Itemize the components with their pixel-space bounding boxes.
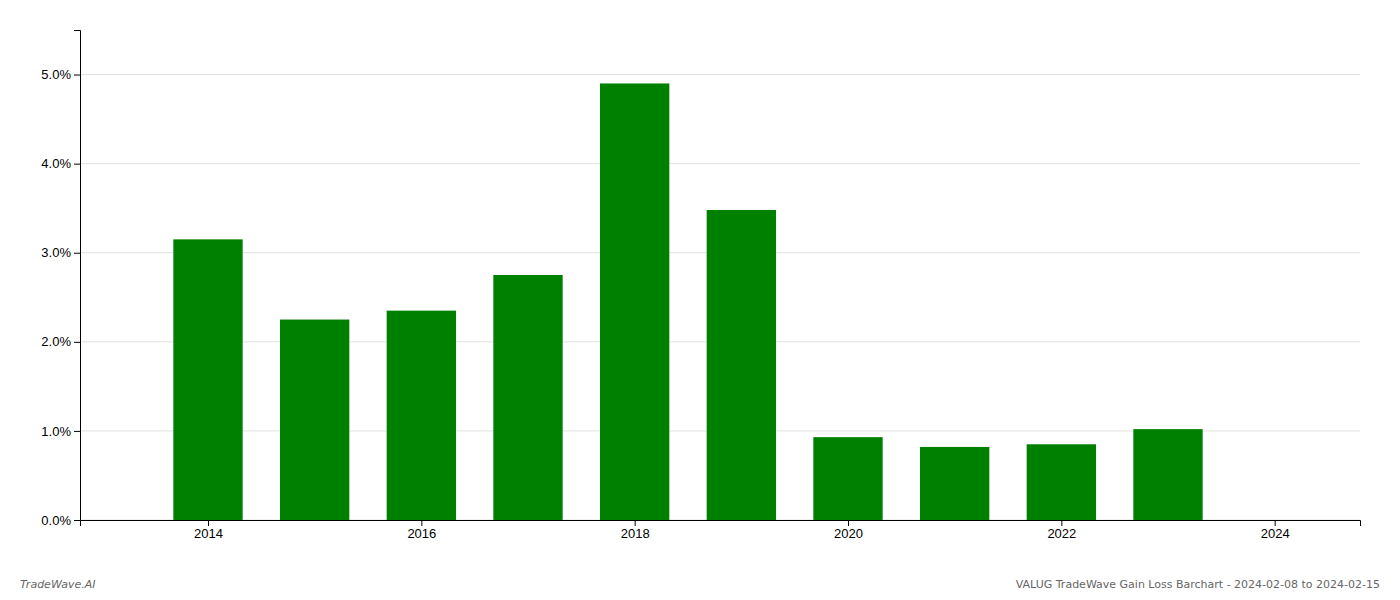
y-tick-label: 2.0% <box>41 334 71 349</box>
y-tick-mark <box>74 253 80 254</box>
bar <box>707 210 776 520</box>
y-tick: 3.0% <box>41 245 80 260</box>
bar <box>173 239 242 520</box>
y-axis: 0.0% 1.0% 2.0% 3.0% 4.0% 5.0% <box>41 31 80 528</box>
x-tick-mark <box>635 520 636 526</box>
bar <box>1133 429 1202 520</box>
x-tick-mark <box>421 520 422 526</box>
bars <box>173 83 1202 520</box>
bar <box>1027 444 1096 520</box>
x-tick-mark <box>208 520 209 526</box>
y-tick: 0.0% <box>41 513 80 528</box>
x-tick-mark <box>1275 520 1276 526</box>
x-tick: 2020 <box>834 520 863 541</box>
x-tick: 2018 <box>621 520 650 541</box>
bar <box>493 275 562 520</box>
plot-area: 2014 2016 2018 2020 2022 2024 0.0% 1.0% 2.0% 3.0%… <box>41 31 1360 542</box>
y-tick: 4.0% <box>41 156 80 171</box>
x-axis-line <box>81 521 1361 527</box>
bar <box>280 320 349 520</box>
y-tick: 5.0% <box>41 67 80 82</box>
x-tick-label: 2024 <box>1261 526 1290 541</box>
grid <box>80 75 1360 520</box>
chart: 2014 2016 2018 2020 2022 2024 0.0% 1.0% 2.0% 3.0%… <box>0 0 1400 600</box>
bar <box>813 437 882 520</box>
y-tick-mark <box>74 520 80 521</box>
x-tick-label: 2020 <box>834 526 863 541</box>
y-tick: 2.0% <box>41 334 80 349</box>
y-tick-mark <box>74 75 80 76</box>
x-tick-label: 2018 <box>621 526 650 541</box>
x-tick-mark <box>1061 520 1062 526</box>
x-tick: 2014 <box>194 520 223 541</box>
y-tick-label: 3.0% <box>41 245 71 260</box>
x-tick-label: 2014 <box>194 526 223 541</box>
bar <box>387 311 456 520</box>
y-axis-line <box>74 31 81 521</box>
y-tick-label: 4.0% <box>41 156 71 171</box>
bar <box>920 447 989 520</box>
y-tick-label: 1.0% <box>41 424 71 439</box>
y-tick-mark <box>74 342 80 343</box>
x-tick: 2022 <box>1047 520 1076 541</box>
grid-line <box>80 163 1360 164</box>
y-tick-mark <box>74 164 80 165</box>
y-tick-label: 5.0% <box>41 67 71 82</box>
x-tick-label: 2022 <box>1047 526 1076 541</box>
grid-line <box>80 74 1360 75</box>
y-tick-mark <box>74 431 80 432</box>
y-tick: 1.0% <box>41 424 80 439</box>
x-tick-label: 2016 <box>407 526 436 541</box>
x-axis: 2014 2016 2018 2020 2022 2024 <box>81 520 1361 541</box>
x-tick: 2016 <box>407 520 436 541</box>
x-tick: 2024 <box>1261 520 1290 541</box>
bar <box>600 83 669 520</box>
footer-left: TradeWave.AI <box>20 578 95 591</box>
y-tick-label: 0.0% <box>41 513 71 528</box>
footer-right: VALUG TradeWave Gain Loss Barchart - 202… <box>1016 578 1380 591</box>
x-tick-mark <box>848 520 849 526</box>
